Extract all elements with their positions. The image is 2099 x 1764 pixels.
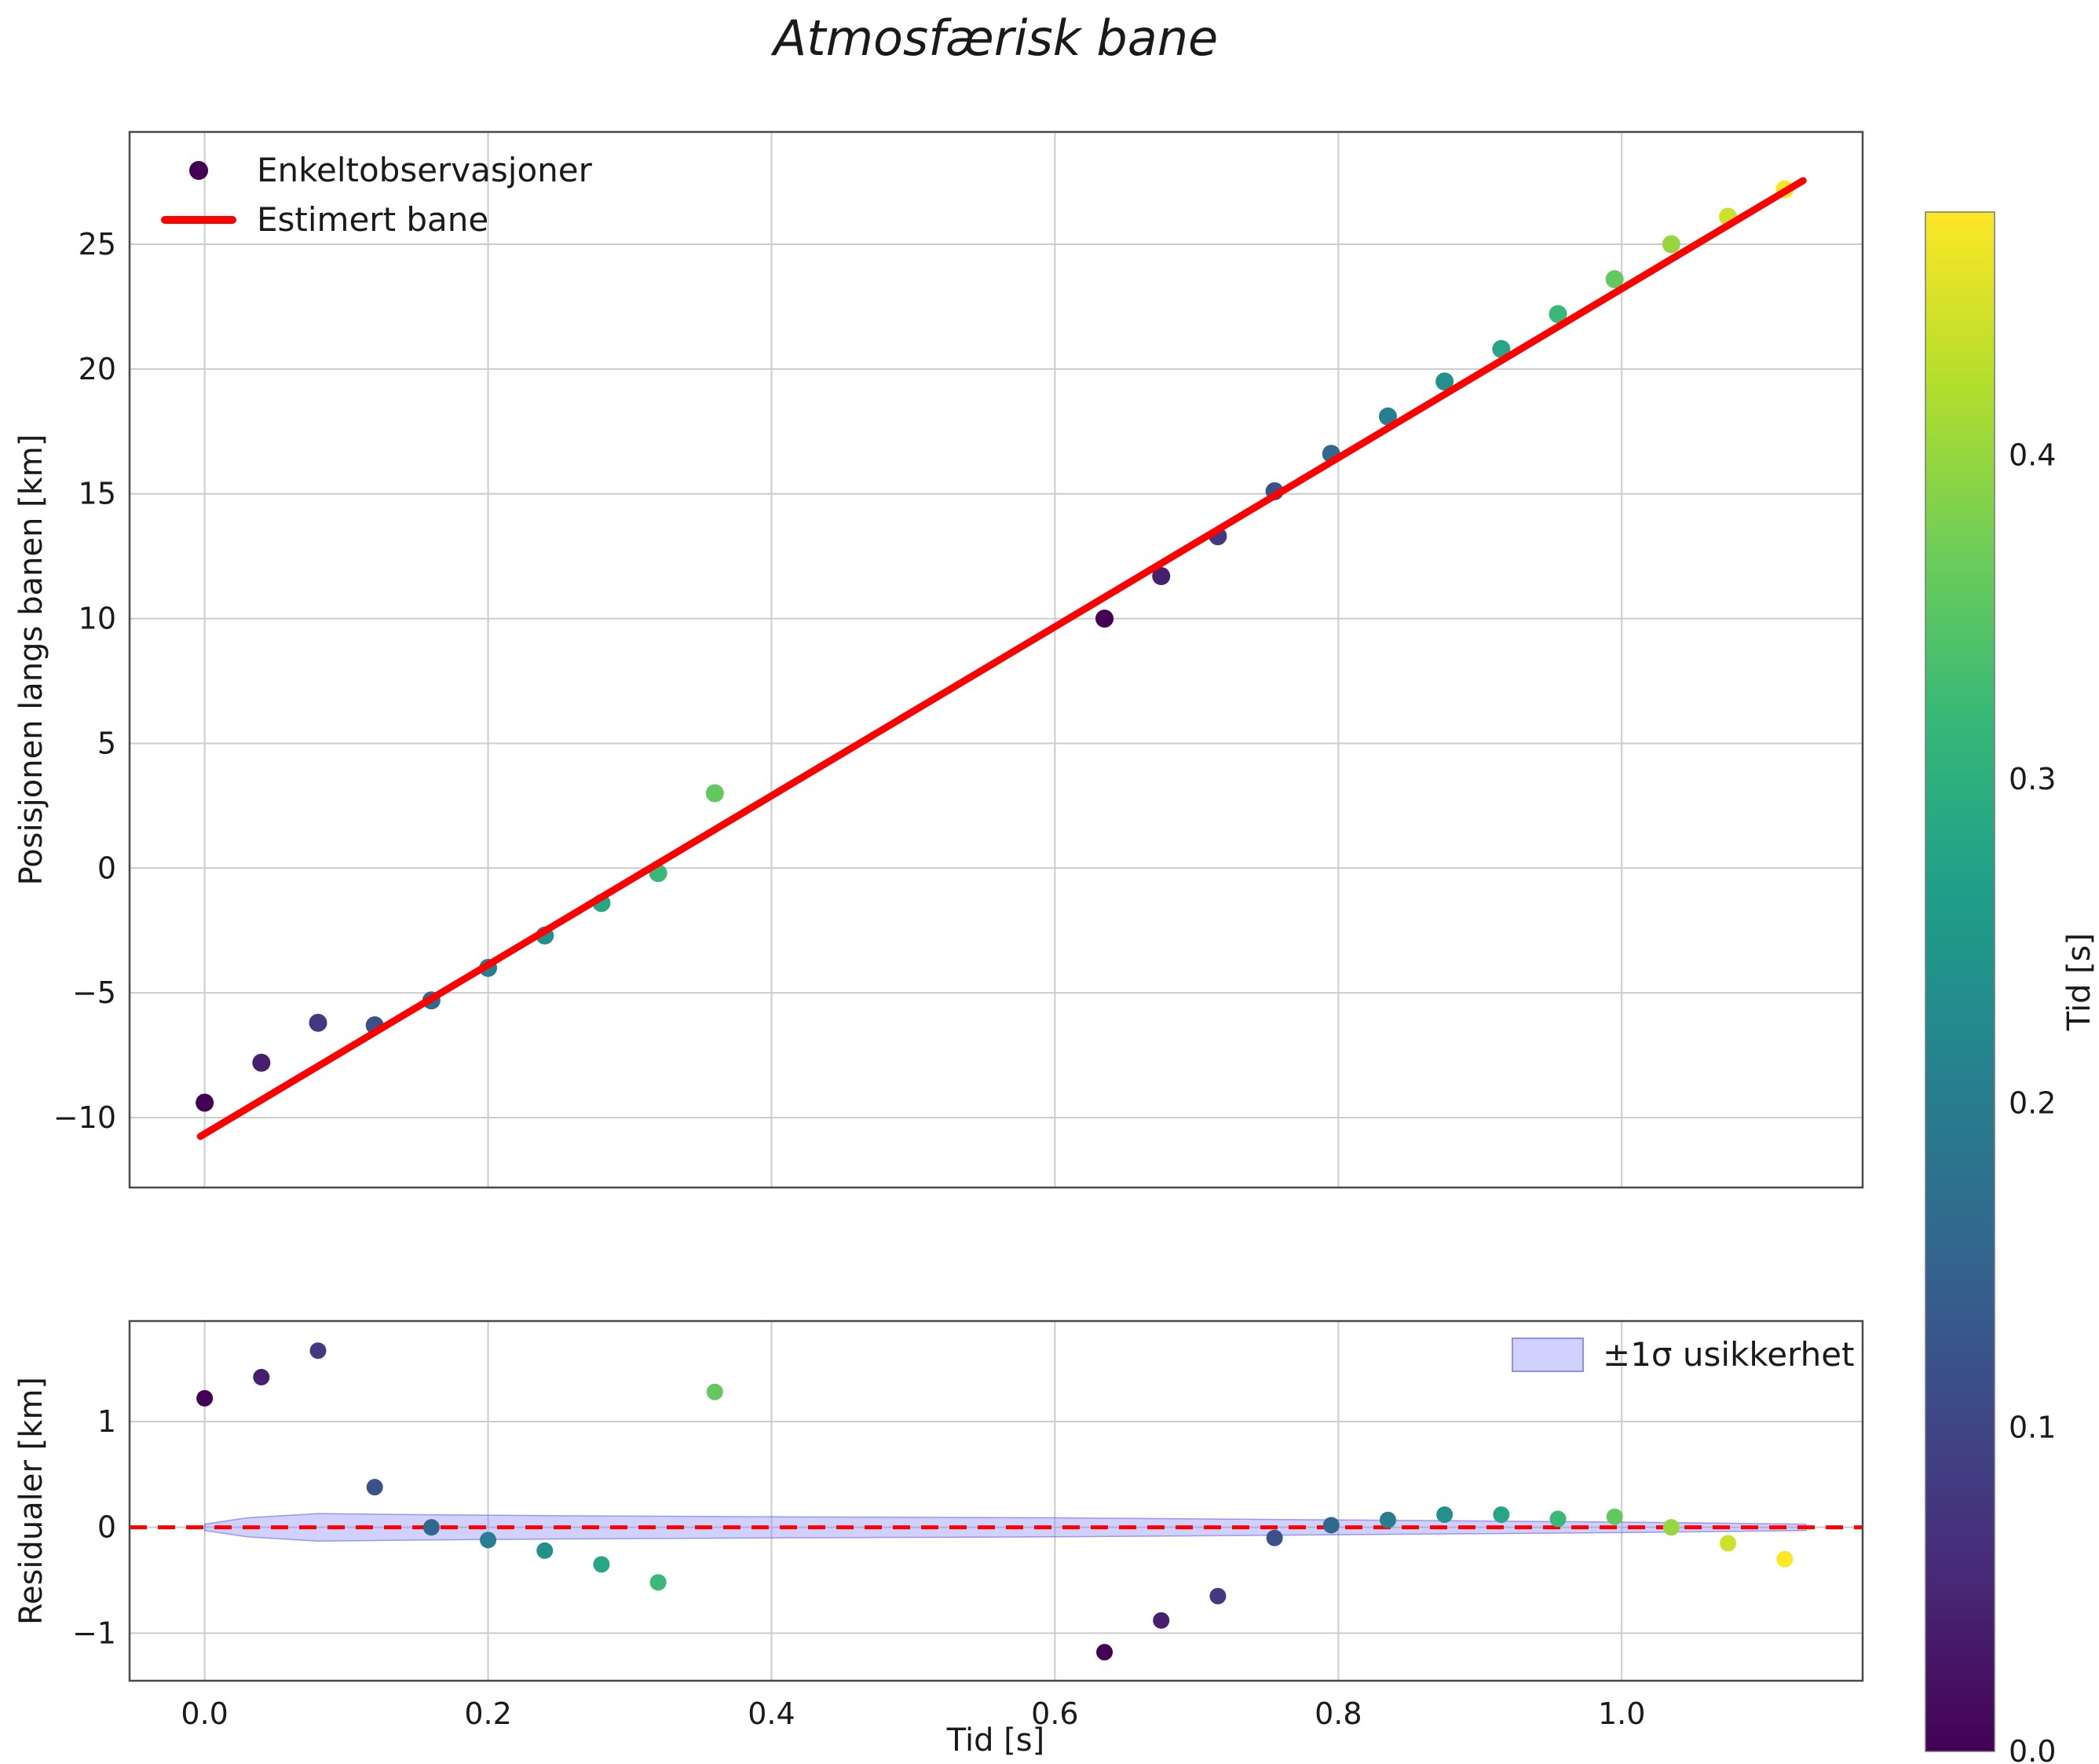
residual-point [1493, 1506, 1510, 1524]
residual-point [1209, 1587, 1227, 1605]
y-tick-label: 5 [97, 726, 116, 760]
fit-line-icon [161, 215, 236, 224]
scatter-marker-icon [161, 160, 236, 180]
y-tick-label: −1 [72, 1616, 116, 1650]
data-point [1605, 269, 1624, 288]
legend-fit-line-label: Estimert bane [257, 200, 489, 239]
data-point [1662, 235, 1680, 254]
residual-point [1379, 1511, 1396, 1528]
data-point [252, 1053, 271, 1072]
data-point [1549, 305, 1567, 324]
residual-point [1153, 1612, 1170, 1629]
y-tick-label: 20 [79, 352, 116, 386]
fit-line [196, 177, 1807, 1140]
colorbar-label: Tid [s] [2061, 932, 2097, 1031]
bottom-legend: ±1σ usikkerhet [1512, 1335, 1855, 1374]
top-legend: Enkeltobservasjoner Estimert bane [161, 151, 592, 239]
residual-point [196, 1389, 214, 1407]
residual-point [1776, 1550, 1794, 1568]
residual-point [1662, 1519, 1680, 1536]
colorbar-tick-label: 0.0 [2009, 1734, 2056, 1764]
residual-point [1266, 1529, 1283, 1546]
data-point [705, 784, 724, 803]
residual-point [1606, 1508, 1623, 1525]
residual-point [1096, 1644, 1113, 1661]
uncertainty-band-icon [1512, 1337, 1584, 1372]
bottom-y-axis-label: Residualer [km] [13, 1376, 49, 1626]
residual-point [1436, 1506, 1454, 1524]
data-point [309, 1013, 327, 1032]
x-tick-label: 0.0 [181, 1696, 228, 1731]
x-tick-label: 0.4 [748, 1696, 795, 1731]
residual-point [706, 1383, 723, 1400]
residual-point [253, 1368, 270, 1385]
residual-point [309, 1342, 327, 1360]
y-tick-label: −5 [72, 975, 116, 1010]
residual-point [536, 1542, 554, 1559]
y-tick-label: 1 [97, 1404, 116, 1439]
chart-title: Atmosfærisk bane [773, 9, 1219, 67]
uncertainty-band [203, 1513, 1807, 1542]
residual-point [366, 1478, 383, 1495]
residual-point [1549, 1510, 1567, 1528]
data-point [1095, 609, 1114, 628]
top-y-axis-label: Posisjonen langs banen [km] [13, 434, 49, 886]
residual-point [1322, 1517, 1340, 1534]
data-point [196, 1093, 214, 1112]
y-tick-label: 10 [79, 602, 116, 636]
legend-item-observations: Enkeltobservasjoner [161, 151, 592, 189]
legend-band-label: ±1σ usikkerhet [1603, 1335, 1855, 1374]
data-point [1435, 372, 1454, 391]
residual-point [593, 1556, 610, 1573]
colorbar-tick-label: 0.3 [2009, 762, 2056, 796]
y-tick-label: −10 [53, 1100, 116, 1135]
x-tick-label: 0.2 [464, 1696, 511, 1731]
colorbar-gradient [1925, 211, 1995, 1752]
colorbar-tick-label: 0.4 [2009, 437, 2056, 472]
y-tick-label: 0 [97, 1510, 116, 1545]
x-tick-label: 0.8 [1315, 1696, 1362, 1731]
data-point [1378, 407, 1397, 426]
observation-dot-icon [189, 160, 208, 180]
axes-spine [128, 130, 1864, 1189]
residual-point [1720, 1535, 1737, 1552]
colorbar-tick-label: 0.1 [2009, 1410, 2056, 1444]
colorbar-tick-label: 0.2 [2009, 1086, 2056, 1121]
legend-item-fit-line: Estimert bane [161, 200, 592, 239]
data-point [1492, 339, 1511, 358]
y-tick-label: 25 [79, 227, 116, 262]
x-tick-label: 1.0 [1598, 1696, 1645, 1731]
x-tick-label: 0.6 [1031, 1696, 1078, 1731]
y-tick-label: 15 [79, 477, 116, 511]
residual-point [480, 1532, 497, 1549]
residual-point [422, 1519, 440, 1536]
data-point [1152, 567, 1171, 586]
axes-spine [128, 1319, 1864, 1682]
residual-point [649, 1574, 667, 1591]
y-tick-label: 0 [97, 851, 116, 885]
x-axis-label: Tid [s] [946, 1722, 1045, 1759]
legend-observations-label: Enkeltobservasjoner [257, 151, 592, 189]
